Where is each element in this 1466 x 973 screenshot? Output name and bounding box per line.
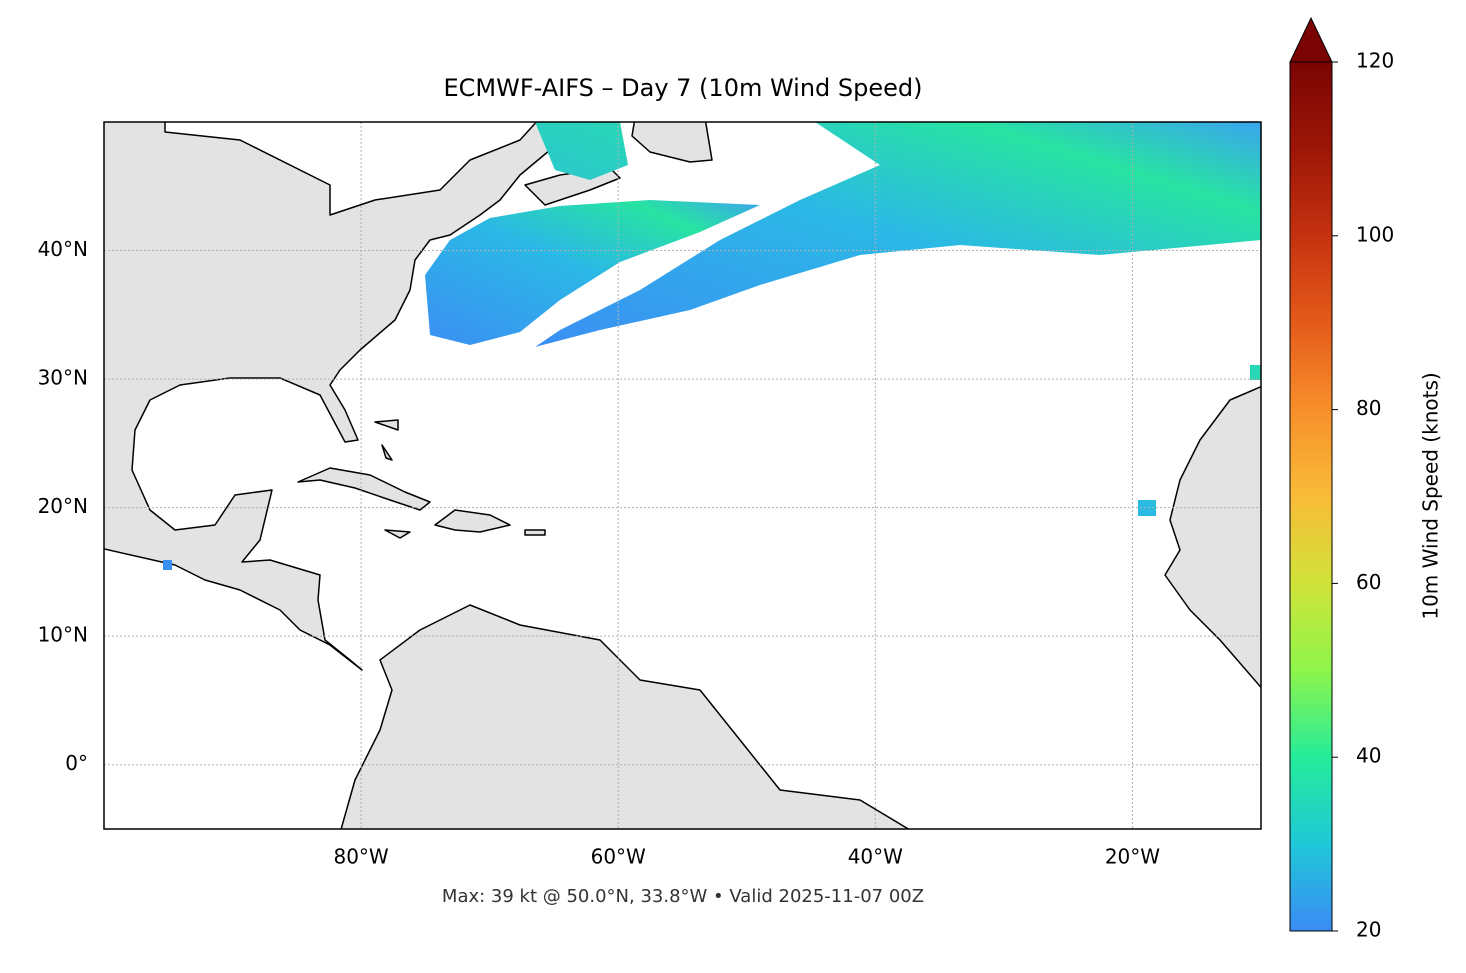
colorbar-label: 10m Wind Speed (knots) — [1419, 372, 1443, 619]
colorbar-tick-label: 80 — [1356, 396, 1381, 420]
x-tick-label: 80°W — [333, 845, 388, 869]
hispaniola — [384, 509, 546, 539]
grid — [104, 122, 1261, 829]
colorbar-tick-label: 100 — [1356, 222, 1394, 246]
map — [104, 122, 1261, 829]
wind-swath — [425, 200, 760, 345]
colorbar — [1289, 61, 1333, 932]
colorbar-tick-label: 120 — [1356, 49, 1394, 73]
colorbar-tick-label: 60 — [1356, 570, 1381, 594]
y-tick-label: 10°N — [38, 623, 88, 647]
y-tick-label: 20°N — [38, 494, 88, 518]
y-tick-label: 0° — [65, 751, 88, 775]
x-tick-label: 40°W — [848, 845, 903, 869]
chart-title: ECMWF-AIFS – Day 7 (10m Wind Speed) — [443, 74, 922, 102]
footer: Max: 39 kt @ 50.0°N, 33.8°W • Valid 2025… — [442, 886, 924, 907]
x-tick-label: 60°W — [591, 845, 646, 869]
florida-keys — [374, 419, 399, 461]
map-frame — [103, 121, 1262, 830]
wind-swath — [535, 122, 1261, 347]
south-america — [340, 604, 910, 829]
cuba — [297, 467, 431, 511]
colorbar-tick-label: 20 — [1356, 918, 1381, 942]
canada-east — [524, 122, 713, 206]
africa — [1164, 385, 1261, 689]
x-tick-label: 20°W — [1105, 845, 1160, 869]
y-tick-label: 30°N — [38, 366, 88, 390]
colorbar-extend — [1289, 16, 1333, 63]
north-america — [104, 122, 560, 671]
y-tick-label: 40°N — [38, 237, 88, 261]
colorbar-tick-label: 40 — [1356, 744, 1381, 768]
